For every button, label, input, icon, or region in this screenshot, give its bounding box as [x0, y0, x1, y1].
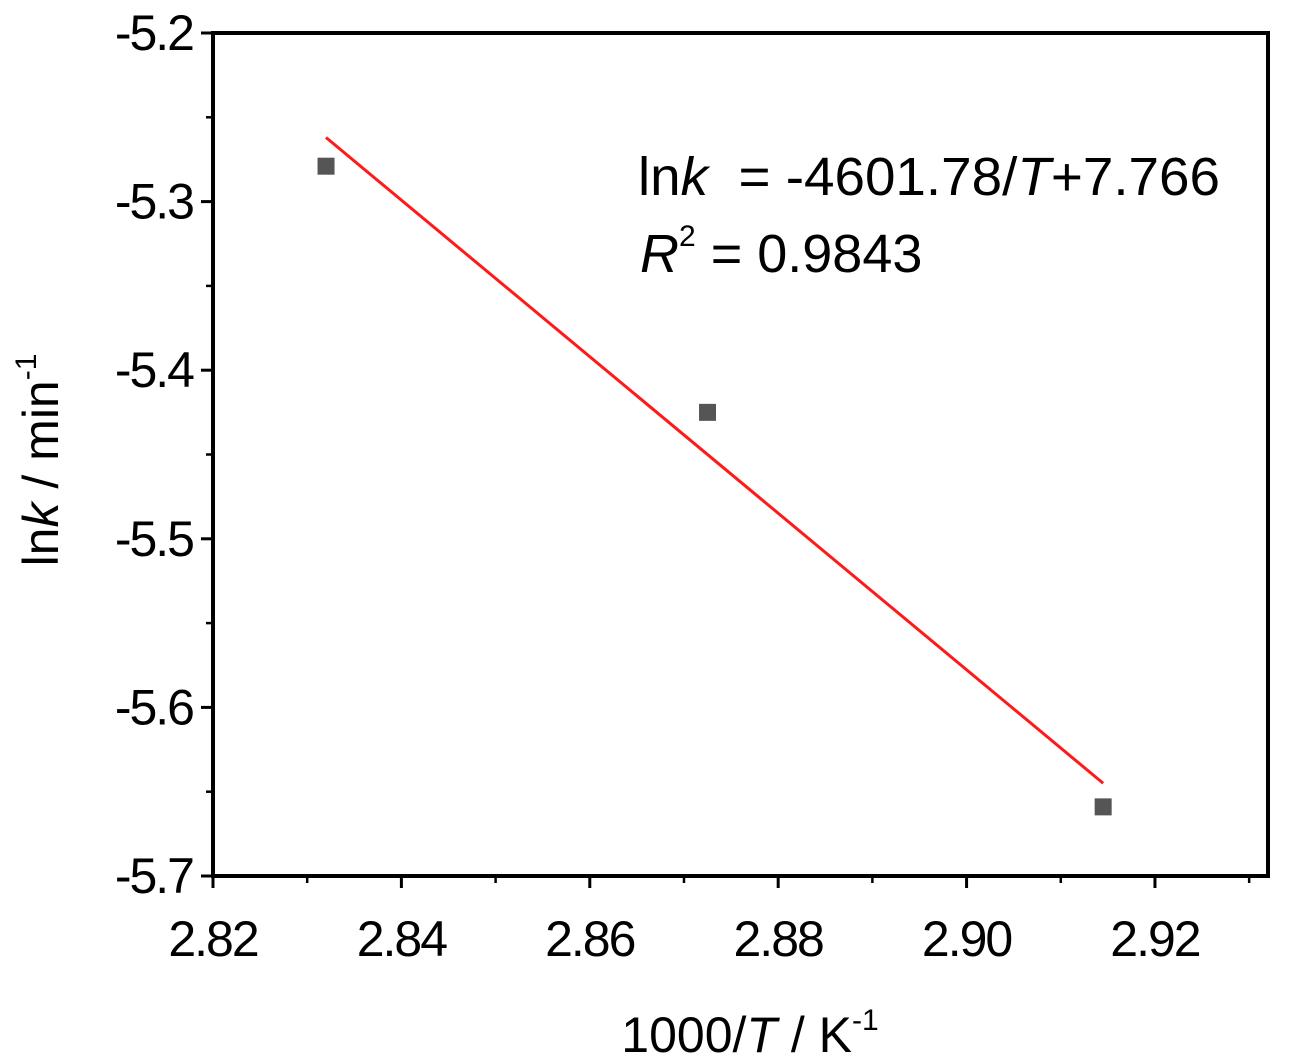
- y-tick-label: -5.7: [115, 848, 193, 904]
- x-axis-title: 1000/T / K-1: [621, 1004, 878, 1060]
- y-axis-title: lnk / min-1: [10, 354, 69, 567]
- y-tick-label: -5.6: [115, 679, 193, 735]
- x-tick-label: 2.86: [545, 911, 635, 967]
- fit-line-group: [325, 136, 1105, 785]
- x-tick-label: 2.90: [922, 911, 1012, 967]
- data-points: [317, 157, 1112, 816]
- y-tick-label: -5.3: [115, 174, 193, 230]
- y-tick-label: -5.2: [115, 5, 193, 61]
- y-tick-label: -5.4: [115, 342, 194, 398]
- y-axis-ticks: -5.2 -5.3 -5.4 -5.5 -5.6 -5.7: [115, 5, 213, 904]
- y-tick-label: -5.5: [115, 511, 193, 567]
- r-squared: R2 = 0.9843: [640, 220, 922, 284]
- data-point: [317, 157, 335, 175]
- data-point: [699, 403, 717, 421]
- x-tick-label: 2.88: [734, 911, 824, 967]
- x-tick-label: 2.84: [357, 911, 448, 967]
- minor-ticks: [206, 116, 1251, 883]
- fit-line: [325, 136, 1105, 785]
- x-tick-label: 2.82: [168, 911, 258, 967]
- data-point: [1094, 798, 1112, 816]
- fit-equation: lnk = -4601.78/T+7.766: [638, 147, 1220, 207]
- x-axis-ticks: 2.82 2.84 2.86 2.88 2.90 2.92: [168, 876, 1202, 967]
- x-tick-label: 2.92: [1110, 911, 1200, 967]
